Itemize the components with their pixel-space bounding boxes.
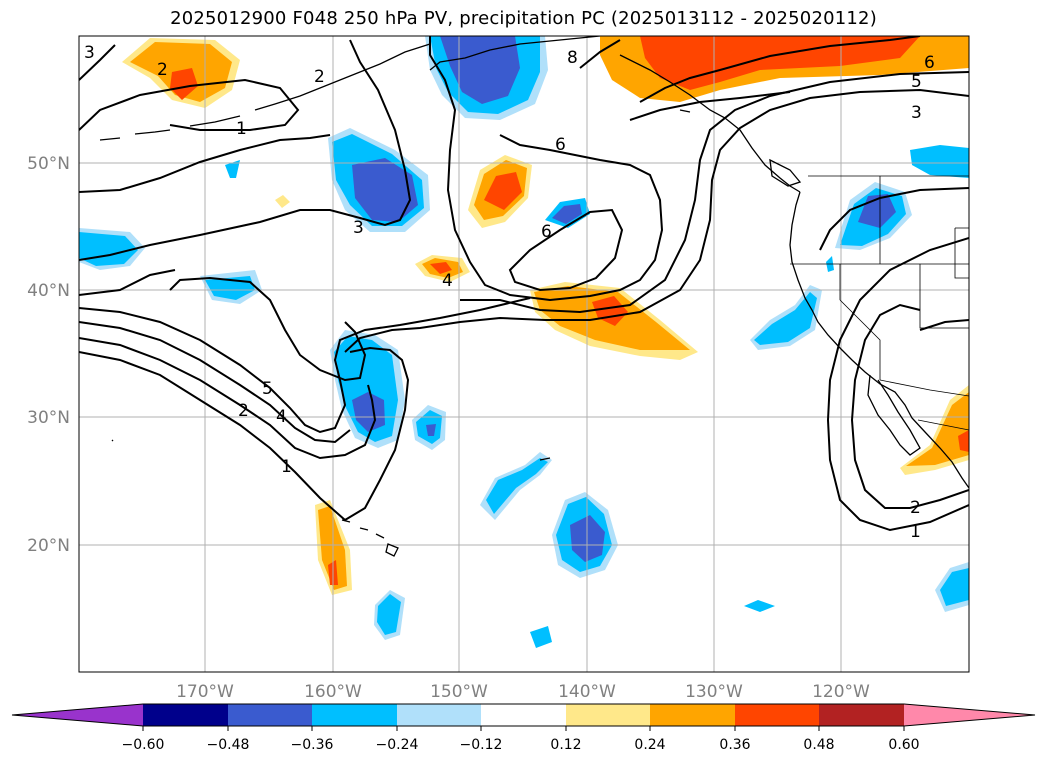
- contour-label: 2: [238, 401, 249, 421]
- map-frame: [78, 35, 970, 673]
- colorbar-label: 0.24: [634, 737, 665, 753]
- colorbar-segment: [735, 704, 819, 726]
- colorbar: −0.60 −0.48 −0.36 −0.24 −0.12 0.12 0.24 …: [11, 703, 1036, 753]
- contour-label: 2: [910, 498, 921, 518]
- lat-label: 50°N: [27, 154, 70, 174]
- coastlines: [99, 36, 969, 557]
- lon-label: 120°W: [812, 682, 870, 702]
- colorbar-segment: [397, 704, 481, 726]
- colorbar-label: −0.36: [291, 737, 334, 753]
- lat-label: 40°N: [27, 281, 70, 301]
- precip-shading: [79, 36, 969, 648]
- colorbar-segment: [819, 704, 904, 726]
- contour-label: 2: [314, 67, 325, 87]
- longitude-labels: 170°W 160°W 150°W 140°W 130°W 120°W: [176, 682, 870, 702]
- latitude-labels: 50°N 40°N 30°N 20°N: [27, 154, 70, 556]
- lon-label: 160°W: [304, 682, 362, 702]
- colorbar-label: −0.48: [207, 737, 250, 753]
- colorbar-label: −0.12: [460, 737, 503, 753]
- contour-label: 3: [911, 103, 922, 123]
- contour-labels: 3 2 2 1 3 8 6 6 5 3 6 4 5 4 2 1 2 1: [84, 43, 935, 542]
- colorbar-label: 0.60: [888, 737, 919, 753]
- contour-label: 6: [555, 135, 566, 155]
- lon-label: 140°W: [558, 682, 616, 702]
- contour-label: 1: [910, 522, 921, 542]
- contour-label: 2: [157, 60, 168, 80]
- lon-label: 170°W: [176, 682, 234, 702]
- pv-contours: [79, 36, 969, 532]
- colorbar-label: 0.12: [550, 737, 581, 753]
- contour-label: 8: [567, 48, 578, 68]
- contour-label: 1: [236, 119, 247, 139]
- contour-label: 5: [911, 72, 922, 92]
- contour-label: 5: [262, 379, 273, 399]
- colorbar-label: −0.24: [376, 737, 419, 753]
- lat-label: 30°N: [27, 408, 70, 428]
- colorbar-label: 0.36: [719, 737, 750, 753]
- colorbar-segment: [228, 704, 312, 726]
- contour-label: 1: [281, 457, 292, 477]
- contour-label: 4: [276, 407, 287, 427]
- colorbar-segment: [566, 704, 650, 726]
- lon-label: 150°W: [430, 682, 488, 702]
- contour-label: 3: [353, 218, 364, 238]
- colorbar-segment: [312, 704, 397, 726]
- lon-label: 130°W: [685, 682, 743, 702]
- contour-label: 6: [924, 53, 935, 73]
- colorbar-left-extend: [12, 704, 143, 726]
- contour-label: 6: [541, 222, 552, 242]
- colorbar-segment: [650, 704, 735, 726]
- map-panel: 3 2 2 1 3 8 6 6 5 3 6 4 5 4 2 1 2 1: [79, 36, 969, 672]
- colorbar-segment: [481, 704, 566, 726]
- contour-label: 4: [442, 271, 453, 291]
- contour-label: 3: [84, 43, 95, 63]
- map-title: 2025012900 F048 250 hPa PV, precipitatio…: [170, 8, 877, 29]
- colorbar-label: 0.48: [803, 737, 834, 753]
- colorbar-label: −0.60: [122, 737, 165, 753]
- colorbar-segment: [143, 704, 228, 726]
- lat-label: 20°N: [27, 536, 70, 556]
- colorbar-right-extend: [904, 704, 1035, 726]
